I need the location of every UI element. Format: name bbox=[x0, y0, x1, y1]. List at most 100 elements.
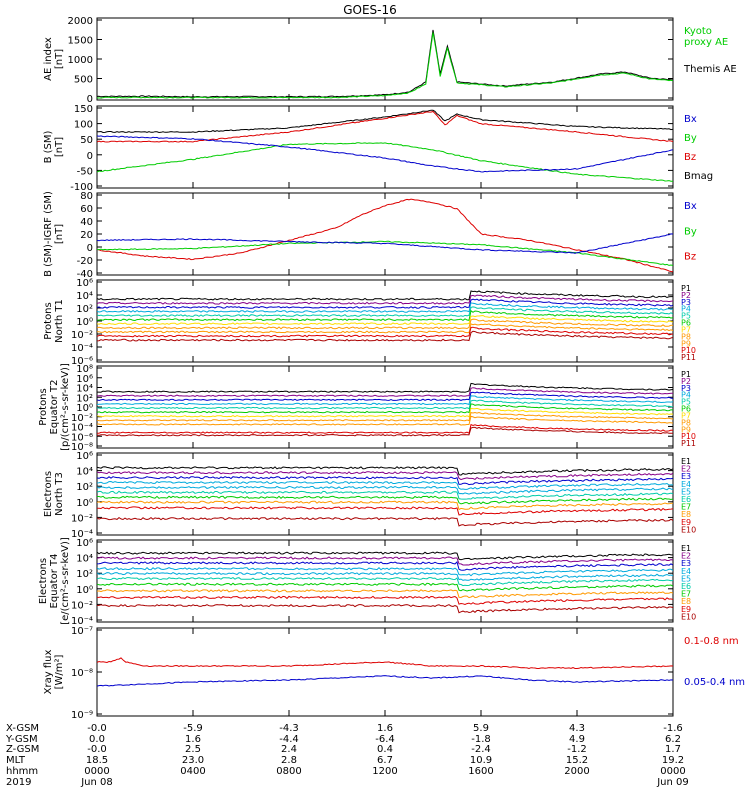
panel-7: 10⁻⁷ 10⁻⁸ 10⁻⁹ Xray flux[W/m²] 0.1-0.8 nm 0.0… bbox=[43, 626, 745, 721]
y-tick-label: 10⁰ bbox=[76, 317, 93, 328]
legend-entry: 0.05-0.4 nm bbox=[684, 677, 745, 688]
y-tick-label: 10⁻⁸ bbox=[71, 442, 93, 453]
y-tick-label: 10⁻² bbox=[71, 600, 93, 611]
legend-entry: By bbox=[684, 133, 697, 144]
legend-entry: E3 bbox=[681, 559, 691, 568]
y-tick-label: 10⁻⁴ bbox=[71, 343, 93, 354]
ephemeris-value: -5.9 bbox=[183, 723, 203, 734]
legend-entry: P8 bbox=[681, 418, 691, 427]
y-axis-label: ElectronsEquator T4[e/(cm²-s-sr-keV)] bbox=[38, 537, 71, 625]
ephemeris-value: -0.0 bbox=[87, 723, 107, 734]
ephemeris-value: 0.0 bbox=[89, 734, 105, 745]
legend-entry: E1 bbox=[681, 544, 691, 553]
legend-entry: Themis AE bbox=[683, 64, 737, 75]
legend-entry: P3 bbox=[681, 384, 691, 393]
y-tick-label: 10⁻² bbox=[71, 513, 93, 524]
legend-entry: P9 bbox=[681, 339, 691, 348]
y-tick-label: 60 bbox=[80, 204, 93, 215]
legend-entry: P2 bbox=[681, 377, 691, 386]
legend-entry: P11 bbox=[681, 439, 696, 448]
legend-entry: E2 bbox=[681, 552, 691, 561]
legend-entry: P4 bbox=[681, 305, 691, 314]
y-tick-label: 10⁶ bbox=[76, 451, 93, 462]
y-tick-label: 10² bbox=[76, 569, 93, 580]
ephemeris-value: Jun 08 bbox=[80, 777, 113, 788]
series-line bbox=[97, 411, 673, 422]
panel-frame bbox=[96, 627, 674, 717]
y-tick-label: 0 bbox=[87, 94, 93, 105]
series-line bbox=[97, 471, 673, 481]
series-line bbox=[97, 506, 673, 516]
ephemeris-row-label: Y-GSM bbox=[5, 734, 38, 745]
y-axis-label: ProtonsEquator T2[p/(cm²-s-sr-keV)] bbox=[38, 363, 71, 451]
legend-entry: By bbox=[684, 226, 697, 237]
series-line bbox=[97, 495, 673, 505]
y-tick-label: 10⁴ bbox=[76, 554, 93, 565]
ephemeris-row-label: 2019 bbox=[6, 777, 31, 788]
series-line bbox=[97, 595, 673, 606]
series-group bbox=[97, 466, 673, 527]
series-line bbox=[97, 466, 673, 476]
legend-entry: P7 bbox=[681, 325, 691, 334]
legend-entry: E4 bbox=[681, 480, 691, 489]
series-line bbox=[97, 198, 673, 273]
series-line bbox=[97, 326, 673, 338]
ephemeris-value: 2.8 bbox=[281, 755, 297, 766]
series-group bbox=[97, 198, 673, 273]
series-line bbox=[97, 318, 673, 330]
y-tick-label: 10² bbox=[76, 304, 93, 315]
series-group bbox=[97, 382, 673, 437]
y-axis-label: ElectronsNorth T3 bbox=[43, 471, 65, 517]
y-axis-label: ProtonsNorth T1 bbox=[43, 299, 65, 343]
ephemeris-value: 4.9 bbox=[569, 734, 585, 745]
y-tick-label: 10⁻⁶ bbox=[71, 432, 93, 443]
legend-entry: P8 bbox=[681, 332, 691, 341]
ephemeris-value: 6.7 bbox=[377, 755, 393, 766]
legend-entry: Bz bbox=[684, 152, 696, 163]
series-line bbox=[97, 294, 673, 305]
legend-entry: P5 bbox=[681, 398, 691, 407]
y-tick-label: 10² bbox=[76, 393, 93, 404]
ephemeris-value: 10.9 bbox=[470, 755, 492, 766]
ephemeris-value: -1.6 bbox=[663, 723, 683, 734]
series-group bbox=[97, 657, 673, 687]
ephemeris-value: 6.2 bbox=[665, 734, 681, 745]
legend-entry: E8 bbox=[681, 510, 691, 519]
legend-entry: E9 bbox=[681, 605, 691, 614]
y-tick-label: 10⁻⁶ bbox=[71, 356, 93, 367]
y-tick-label: 2000 bbox=[68, 16, 93, 27]
ephemeris-value: 0.4 bbox=[377, 744, 393, 755]
ephemeris-value: 1600 bbox=[468, 766, 493, 777]
series-line bbox=[97, 403, 673, 414]
legend-entry: 0.1-0.8 nm bbox=[684, 636, 739, 647]
series-line bbox=[97, 426, 673, 437]
legend-entry: P3 bbox=[681, 298, 691, 307]
y-tick-label: -20 bbox=[77, 256, 93, 267]
ephemeris-value: -0.0 bbox=[87, 744, 107, 755]
ephemeris-value: 2000 bbox=[564, 766, 589, 777]
legend-entry: proxy AE bbox=[684, 37, 728, 48]
series-line bbox=[97, 657, 673, 670]
y-tick-label: 80 bbox=[80, 191, 93, 202]
y-tick-label: 500 bbox=[74, 75, 93, 86]
series-line bbox=[97, 391, 673, 402]
series-line bbox=[97, 490, 673, 500]
series-line bbox=[97, 302, 673, 313]
legend-entry: E8 bbox=[681, 597, 691, 606]
series-line bbox=[97, 485, 673, 495]
y-axis-label: B (SM)-IGRF (SM)[nT] bbox=[43, 191, 65, 277]
panel-frame bbox=[96, 192, 674, 276]
legend-entry: P7 bbox=[681, 411, 691, 420]
ephemeris-table: X-GSMY-GSMZ-GSMMLThhmm2019-0.00.0-0.018.… bbox=[5, 723, 689, 788]
y-tick-label: 10⁻⁴ bbox=[71, 529, 93, 540]
y-axis-label: B (SM)[nT] bbox=[43, 130, 65, 163]
y-tick-label: 0 bbox=[87, 151, 93, 162]
legend-entry: E1 bbox=[681, 457, 691, 466]
ephemeris-value: 2.4 bbox=[281, 744, 297, 755]
y-tick-label: 10⁶ bbox=[76, 374, 93, 385]
series-line bbox=[97, 29, 673, 98]
series-line bbox=[97, 323, 673, 334]
